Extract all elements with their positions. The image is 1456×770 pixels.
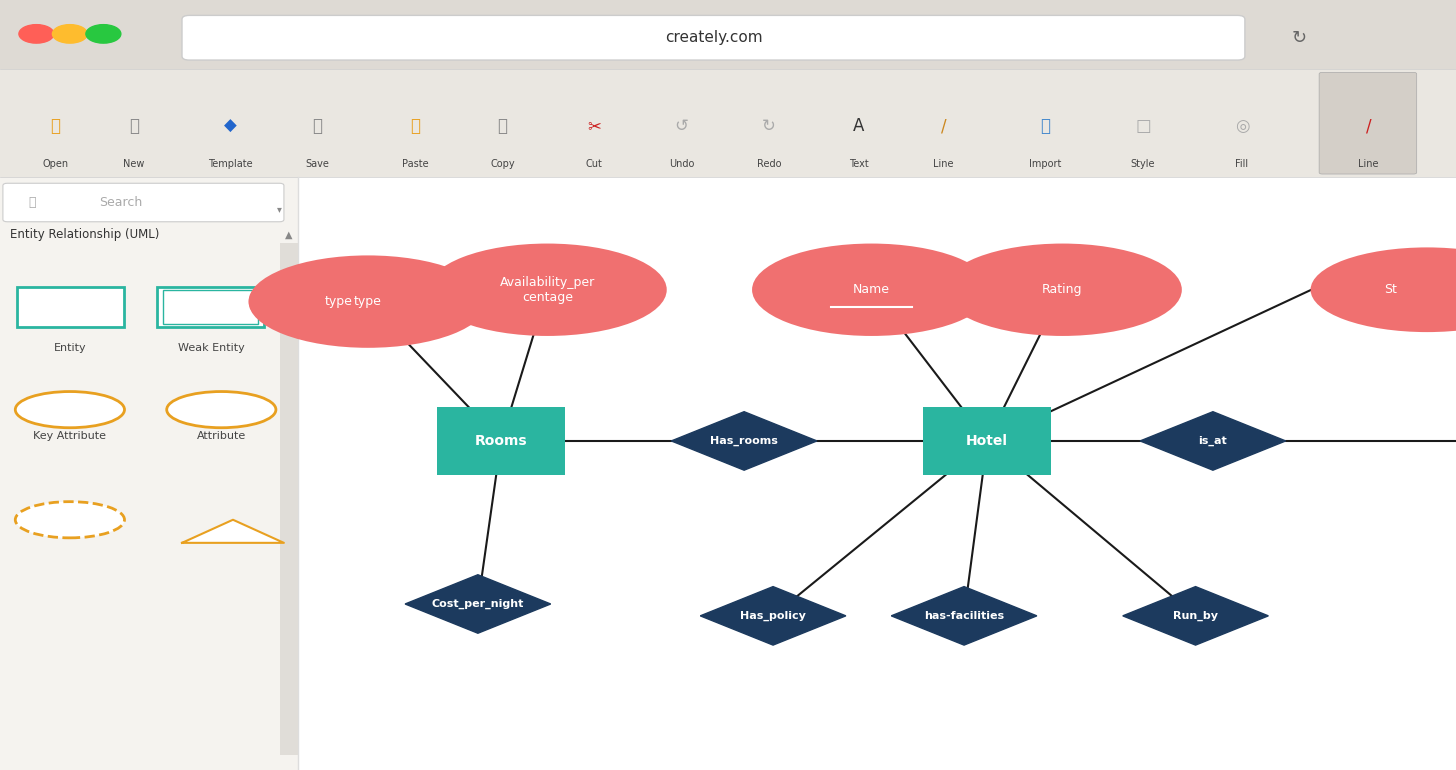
Text: Undo: Undo xyxy=(668,159,695,169)
Text: ↻: ↻ xyxy=(761,117,776,136)
Polygon shape xyxy=(1140,412,1286,470)
Text: ✂: ✂ xyxy=(587,117,601,136)
Ellipse shape xyxy=(1310,247,1456,332)
Polygon shape xyxy=(405,574,550,633)
Text: ↺: ↺ xyxy=(674,117,689,136)
Text: Copy: Copy xyxy=(491,159,514,169)
Text: Run_by: Run_by xyxy=(1174,611,1219,621)
Polygon shape xyxy=(891,587,1037,645)
Ellipse shape xyxy=(166,391,277,428)
FancyBboxPatch shape xyxy=(923,407,1051,475)
Text: type: type xyxy=(325,295,352,308)
Text: Entity Relationship (UML): Entity Relationship (UML) xyxy=(10,228,160,240)
Text: ▾: ▾ xyxy=(277,204,282,213)
Text: 🔍: 🔍 xyxy=(28,196,36,209)
Text: A: A xyxy=(853,117,865,136)
Text: creately.com: creately.com xyxy=(664,30,763,45)
Text: Key Attribute: Key Attribute xyxy=(33,431,106,440)
Text: Availability_per
centage: Availability_per centage xyxy=(499,276,596,303)
Polygon shape xyxy=(671,412,817,470)
FancyBboxPatch shape xyxy=(182,15,1245,60)
Text: has-facilities: has-facilities xyxy=(925,611,1005,621)
Ellipse shape xyxy=(428,243,667,336)
Ellipse shape xyxy=(753,243,992,336)
Text: Fill: Fill xyxy=(1235,159,1249,169)
FancyBboxPatch shape xyxy=(0,0,1456,69)
Text: St: St xyxy=(1385,283,1398,296)
Ellipse shape xyxy=(249,256,488,348)
FancyBboxPatch shape xyxy=(157,287,264,327)
Polygon shape xyxy=(1123,587,1268,645)
FancyBboxPatch shape xyxy=(3,183,284,222)
Text: 📋: 📋 xyxy=(411,117,419,136)
Text: 🗄: 🗄 xyxy=(498,117,507,136)
Text: 🖼: 🖼 xyxy=(1041,117,1050,136)
Text: Rooms: Rooms xyxy=(475,434,527,448)
Ellipse shape xyxy=(943,243,1182,336)
Text: Weak Entity: Weak Entity xyxy=(178,343,245,353)
Ellipse shape xyxy=(16,391,125,428)
Text: Rating: Rating xyxy=(1042,283,1083,296)
Text: Template: Template xyxy=(208,159,252,169)
Text: Paste: Paste xyxy=(402,159,428,169)
Text: Open: Open xyxy=(42,159,68,169)
Text: Redo: Redo xyxy=(757,159,780,169)
Text: 💾: 💾 xyxy=(313,117,322,136)
Ellipse shape xyxy=(16,502,125,537)
Text: Attribute: Attribute xyxy=(197,431,246,440)
Circle shape xyxy=(86,25,121,43)
Text: □: □ xyxy=(1136,117,1150,136)
Text: /: / xyxy=(1366,117,1372,136)
Text: 📄: 📄 xyxy=(130,117,138,136)
Polygon shape xyxy=(700,587,846,645)
FancyBboxPatch shape xyxy=(298,177,1456,770)
Text: Cost_per_night: Cost_per_night xyxy=(432,599,524,609)
Text: ◎: ◎ xyxy=(1235,117,1249,136)
FancyBboxPatch shape xyxy=(437,407,565,475)
Text: Style: Style xyxy=(1131,159,1155,169)
Text: Text: Text xyxy=(849,159,869,169)
FancyBboxPatch shape xyxy=(0,177,298,770)
Text: Entity: Entity xyxy=(54,343,86,353)
FancyBboxPatch shape xyxy=(17,287,124,327)
Text: Import: Import xyxy=(1029,159,1061,169)
Text: ▲: ▲ xyxy=(285,230,293,239)
Text: Cut: Cut xyxy=(585,159,603,169)
Text: Search: Search xyxy=(99,196,143,209)
Text: Line: Line xyxy=(933,159,954,169)
FancyBboxPatch shape xyxy=(0,69,1456,177)
Text: ↻: ↻ xyxy=(1291,28,1306,47)
Text: ◆: ◆ xyxy=(224,117,236,136)
Text: New: New xyxy=(124,159,144,169)
Circle shape xyxy=(52,25,87,43)
Text: 📁: 📁 xyxy=(51,117,60,136)
Text: is_at: is_at xyxy=(1198,436,1227,446)
FancyBboxPatch shape xyxy=(1319,72,1417,174)
FancyBboxPatch shape xyxy=(280,243,298,755)
Text: Name: Name xyxy=(853,283,890,296)
Polygon shape xyxy=(182,520,284,543)
Text: Hotel: Hotel xyxy=(967,434,1008,448)
Circle shape xyxy=(19,25,54,43)
Text: type: type xyxy=(354,295,381,308)
Text: Has_policy: Has_policy xyxy=(740,611,807,621)
Text: Line: Line xyxy=(1358,159,1379,169)
Text: /: / xyxy=(941,117,946,136)
Ellipse shape xyxy=(249,267,395,336)
Text: Has_rooms: Has_rooms xyxy=(711,436,778,446)
Text: Save: Save xyxy=(306,159,329,169)
